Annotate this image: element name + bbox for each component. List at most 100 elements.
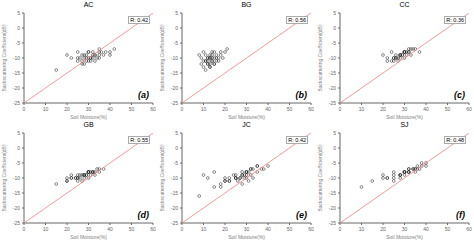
svg-text:-25: -25 xyxy=(171,100,178,106)
svg-text:40: 40 xyxy=(107,106,113,112)
svg-text:-15: -15 xyxy=(171,190,178,196)
svg-text:-10: -10 xyxy=(171,55,178,61)
svg-text:50: 50 xyxy=(287,106,293,112)
svg-text:Backscattering Coefficient(dB): Backscattering Coefficient(dB) xyxy=(159,24,165,91)
svg-text:10: 10 xyxy=(359,226,365,232)
svg-text:-5: -5 xyxy=(174,40,179,46)
svg-text:0: 0 xyxy=(23,226,26,232)
svg-text:-10: -10 xyxy=(329,175,336,181)
svg-text:0: 0 xyxy=(17,25,20,31)
svg-text:30: 30 xyxy=(402,106,408,112)
svg-text:-20: -20 xyxy=(329,85,336,91)
svg-text:60: 60 xyxy=(308,106,314,112)
svg-text:5: 5 xyxy=(17,130,20,136)
svg-text:5: 5 xyxy=(333,130,336,136)
html-text:(a): (a) xyxy=(138,90,149,100)
html-text:(e): (e) xyxy=(296,210,307,220)
svg-text:Soil Moisture(%): Soil Moisture(%) xyxy=(70,114,107,120)
svg-text:Soil Moisture(%): Soil Moisture(%) xyxy=(228,234,265,240)
svg-text:0: 0 xyxy=(333,145,336,151)
svg-text:-15: -15 xyxy=(13,190,20,196)
svg-text:40: 40 xyxy=(423,106,429,112)
svg-text:50: 50 xyxy=(287,226,293,232)
svg-text:-10: -10 xyxy=(171,175,178,181)
svg-text:40: 40 xyxy=(265,106,271,112)
svg-text:-5: -5 xyxy=(332,160,337,166)
svg-text:-15: -15 xyxy=(329,70,336,76)
svg-text:0: 0 xyxy=(339,106,342,112)
svg-text:Backscattering Coefficient(dB): Backscattering Coefficient(dB) xyxy=(317,144,323,211)
svg-text:Soil Moisture(%): Soil Moisture(%) xyxy=(228,114,265,120)
svg-text:Backscattering Coefficient(dB): Backscattering Coefficient(dB) xyxy=(317,24,323,91)
svg-text:Soil Moisture(%): Soil Moisture(%) xyxy=(386,114,423,120)
svg-text:20: 20 xyxy=(222,106,228,112)
svg-text:0: 0 xyxy=(181,106,184,112)
svg-text:5: 5 xyxy=(17,10,20,16)
svg-text:-15: -15 xyxy=(329,190,336,196)
svg-text:-15: -15 xyxy=(171,70,178,76)
svg-text:40: 40 xyxy=(265,226,271,232)
html-text:(b): (b) xyxy=(295,90,307,100)
svg-text:0: 0 xyxy=(17,145,20,151)
svg-text:-10: -10 xyxy=(13,55,20,61)
svg-text:40: 40 xyxy=(107,226,113,232)
html-text:AC: AC xyxy=(83,1,94,8)
svg-text:20: 20 xyxy=(64,106,70,112)
svg-text:-15: -15 xyxy=(13,70,20,76)
svg-text:-20: -20 xyxy=(171,85,178,91)
svg-text:50: 50 xyxy=(129,226,135,232)
svg-text:50: 50 xyxy=(445,106,451,112)
svg-text:60: 60 xyxy=(150,106,156,112)
svg-text:-20: -20 xyxy=(13,85,20,91)
svg-text:-5: -5 xyxy=(174,160,179,166)
svg-text:20: 20 xyxy=(380,226,386,232)
svg-text:-5: -5 xyxy=(16,40,21,46)
svg-text:5: 5 xyxy=(333,10,336,16)
svg-text:Soil Moisture(%): Soil Moisture(%) xyxy=(386,234,423,240)
svg-text:-5: -5 xyxy=(16,160,21,166)
svg-text:0: 0 xyxy=(175,145,178,151)
svg-text:0: 0 xyxy=(23,106,26,112)
svg-text:-25: -25 xyxy=(13,100,20,106)
svg-text:-25: -25 xyxy=(13,220,20,226)
svg-text:30: 30 xyxy=(244,226,250,232)
html-text:BG: BG xyxy=(241,1,252,8)
svg-text:0: 0 xyxy=(333,25,336,31)
svg-text:0: 0 xyxy=(339,226,342,232)
svg-text:50: 50 xyxy=(445,226,451,232)
svg-text:5: 5 xyxy=(175,10,178,16)
svg-text:-10: -10 xyxy=(13,175,20,181)
svg-text:-10: -10 xyxy=(329,55,336,61)
svg-text:0: 0 xyxy=(181,226,184,232)
svg-text:-20: -20 xyxy=(171,205,178,211)
svg-text:30: 30 xyxy=(86,106,92,112)
svg-text:10: 10 xyxy=(201,226,207,232)
svg-text:Soil Moisture(%): Soil Moisture(%) xyxy=(70,234,107,240)
svg-text:10: 10 xyxy=(359,106,365,112)
svg-text:40: 40 xyxy=(423,226,429,232)
svg-text:-25: -25 xyxy=(171,220,178,226)
svg-text:0: 0 xyxy=(175,25,178,31)
svg-text:30: 30 xyxy=(244,106,250,112)
svg-text:60: 60 xyxy=(308,226,314,232)
svg-text:Backscattering Coefficient(dB): Backscattering Coefficient(dB) xyxy=(159,144,165,211)
svg-text:-20: -20 xyxy=(13,205,20,211)
html-text:(f): (f) xyxy=(456,210,465,220)
svg-text:20: 20 xyxy=(222,226,228,232)
html-text:(c): (c) xyxy=(454,90,465,100)
svg-text:-25: -25 xyxy=(329,100,336,106)
svg-text:20: 20 xyxy=(64,226,70,232)
svg-text:30: 30 xyxy=(402,226,408,232)
svg-text:10: 10 xyxy=(43,226,49,232)
svg-text:-20: -20 xyxy=(329,205,336,211)
svg-text:5: 5 xyxy=(175,130,178,136)
svg-text:-5: -5 xyxy=(332,40,337,46)
svg-text:50: 50 xyxy=(129,106,135,112)
svg-text:10: 10 xyxy=(201,106,207,112)
svg-text:10: 10 xyxy=(43,106,49,112)
svg-text:-25: -25 xyxy=(329,220,336,226)
svg-text:30: 30 xyxy=(86,226,92,232)
svg-text:20: 20 xyxy=(380,106,386,112)
html-text:(d): (d) xyxy=(137,210,149,220)
svg-text:60: 60 xyxy=(150,226,156,232)
